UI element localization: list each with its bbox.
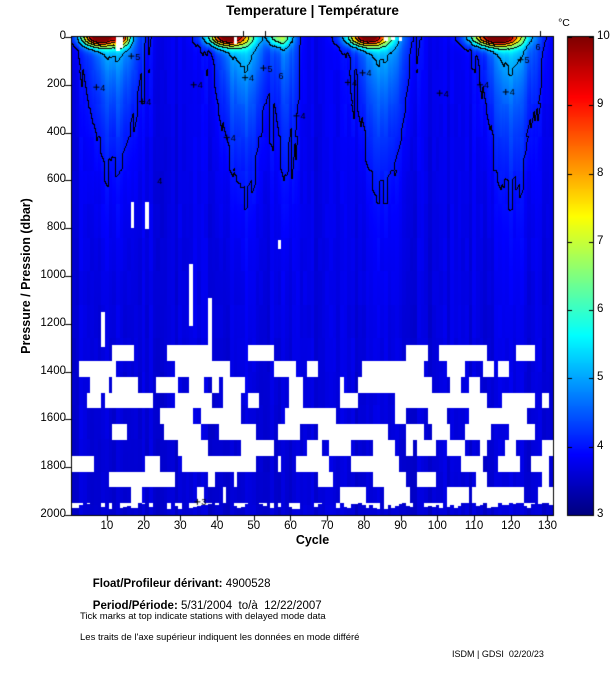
y-tick-label: 1400: [40, 364, 66, 377]
credit-text: ISDM | GDSI 02/20/23: [452, 649, 544, 659]
x-tick-label: 130: [537, 520, 558, 532]
x-tick-label: 120: [501, 520, 521, 532]
x-tick-label: 40: [210, 520, 224, 532]
chart-title: Temperature | Température: [226, 3, 399, 18]
delayed-mode-note-en: Tick marks at top indicate stations with…: [80, 611, 326, 622]
y-tick-label: 400: [46, 125, 66, 138]
y-tick-label: 1800: [40, 460, 66, 473]
colorbar-tick-label: 5: [597, 371, 604, 384]
float-id-value: 4900528: [222, 578, 271, 590]
y-tick-label: 600: [46, 173, 66, 186]
period-label: Period/Période:: [92, 600, 178, 612]
colorbar-tick-label: 10: [597, 30, 610, 42]
x-tick-label: 110: [464, 520, 484, 532]
y-tick-label: 200: [46, 77, 66, 90]
x-tick-label: 10: [100, 520, 114, 532]
colorbar-tick-label: 4: [597, 439, 604, 452]
colorbar-unit-label: °C: [558, 17, 570, 29]
colorbar-tick-label: 7: [597, 234, 604, 247]
x-tick-label: 80: [357, 520, 371, 532]
x-tick-label: 50: [247, 520, 261, 532]
x-tick-label: 60: [284, 520, 297, 532]
y-tick-label: 0: [59, 30, 66, 42]
y-tick-label: 1000: [40, 269, 66, 281]
period-value: 5/31/2004 to/à 12/22/2007: [177, 600, 322, 612]
y-tick-label: 1200: [40, 316, 66, 329]
y-tick-label: 800: [46, 221, 66, 234]
x-tick-label: 30: [173, 520, 187, 532]
period-line: Period/Période: 5/31/2004 to/à 12/22/200…: [80, 588, 322, 624]
float-id-label: Float/Profileur dérivant:: [92, 578, 223, 590]
delayed-mode-note-fr: Les traits de l'axe supérieur indiquent …: [80, 632, 360, 643]
colorbar-tick-label: 3: [597, 508, 604, 520]
colorbar-tick-label: 9: [597, 98, 604, 111]
x-tick-label: 90: [394, 520, 407, 532]
temperature-heatmap-canvas: [0, 0, 611, 555]
x-tick-label: 20: [137, 520, 150, 532]
y-tick-label: 1600: [40, 412, 66, 425]
float-id-line: Float/Profileur dérivant: 4900528: [80, 566, 271, 602]
x-tick-label: 70: [320, 520, 334, 532]
colorbar-tick-label: 8: [597, 166, 604, 179]
x-axis-label: Cycle: [295, 533, 330, 547]
y-tick-label: 2000: [40, 508, 66, 520]
colorbar-tick-label: 6: [597, 303, 604, 316]
x-tick-label: 100: [427, 520, 447, 532]
